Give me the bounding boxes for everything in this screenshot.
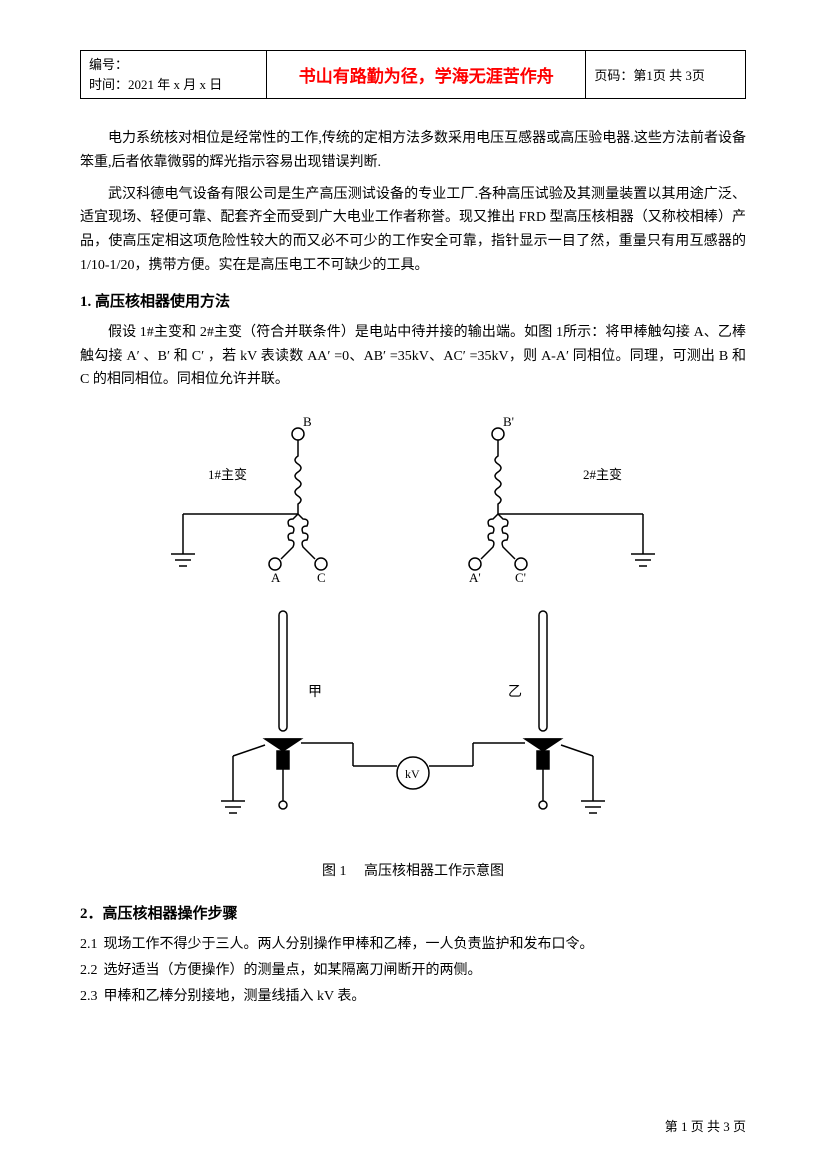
d1-right-label: 2#主变 (583, 467, 622, 482)
section1-para: 假设 1#主变和 2#主变（符合并联条件）是电站中待并接的输出端。如图 1所示：… (80, 321, 746, 392)
step-num: 2.3 (80, 985, 98, 1009)
step-item: 2.1 现场工作不得少于三人。两人分别操作甲棒和乙棒，一人负责监护和发布口令。 (80, 933, 746, 957)
time-line: 时间：2021 年 x 月 x 日 (89, 75, 258, 95)
step-num: 2.2 (80, 959, 98, 983)
d2-left-rod: 甲 (308, 685, 322, 700)
intro-para-1: 电力系统核对相位是经常性的工作,传统的定相方法多数采用电压互感器或高压验电器.这… (80, 127, 746, 175)
d1-A: A (271, 570, 281, 584)
d1-C: C (317, 570, 326, 584)
diagram-transformers: 1#主变 2#主变 B A C B' A' C' (80, 404, 746, 589)
intro-para-2: 武汉科德电气设备有限公司是生产高压测试设备的专业工厂.各种高压试验及其测量装置以… (80, 183, 746, 278)
step-text: 选好适当（方便操作）的测量点，如某隔离刀闸断开的两侧。 (104, 959, 747, 983)
header-center-cell: 书山有路勤为径，学海无涯苦作舟 (267, 51, 586, 99)
d1-Cp: C' (515, 570, 526, 584)
section2-heading: 2．高压核相器操作步骤 (80, 902, 746, 923)
diagram-rods: 甲 乙 kV (80, 601, 746, 846)
page-label: 页码：第1页 共 3页 (594, 68, 705, 83)
d1-Bp: B' (503, 414, 514, 429)
d1-B: B (303, 414, 312, 429)
step-text: 现场工作不得少于三人。两人分别操作甲棒和乙棒，一人负责监护和发布口令。 (104, 933, 747, 957)
header-left-cell: 编号： 时间：2021 年 x 月 x 日 (81, 51, 267, 99)
step-text: 甲棒和乙棒分别接地，测量线插入 kV 表。 (104, 985, 747, 1009)
page-footer: 第 1 页 共 3 页 (665, 1116, 746, 1135)
header-right-cell: 页码：第1页 共 3页 (586, 51, 746, 99)
d1-Ap: A' (469, 570, 481, 584)
step-num: 2.1 (80, 933, 98, 957)
steps-list: 2.1 现场工作不得少于三人。两人分别操作甲棒和乙棒，一人负责监护和发布口令。 … (80, 933, 746, 1008)
step-item: 2.2 选好适当（方便操作）的测量点，如某隔离刀闸断开的两侧。 (80, 959, 746, 983)
step-item: 2.3 甲棒和乙棒分别接地，测量线插入 kV 表。 (80, 985, 746, 1009)
doc-no-line: 编号： (89, 55, 258, 75)
d1-left-label: 1#主变 (208, 467, 247, 482)
header-table: 编号： 时间：2021 年 x 月 x 日 书山有路勤为径，学海无涯苦作舟 页码… (80, 50, 746, 99)
d2-right-rod: 乙 (508, 684, 522, 700)
motto-text: 书山有路勤为径，学海无涯苦作舟 (299, 67, 554, 86)
section1-heading: 1. 高压核相器使用方法 (80, 290, 746, 311)
figure-caption: 图 1 高压核相器工作示意图 (80, 860, 746, 880)
d2-meter: kV (405, 767, 420, 781)
